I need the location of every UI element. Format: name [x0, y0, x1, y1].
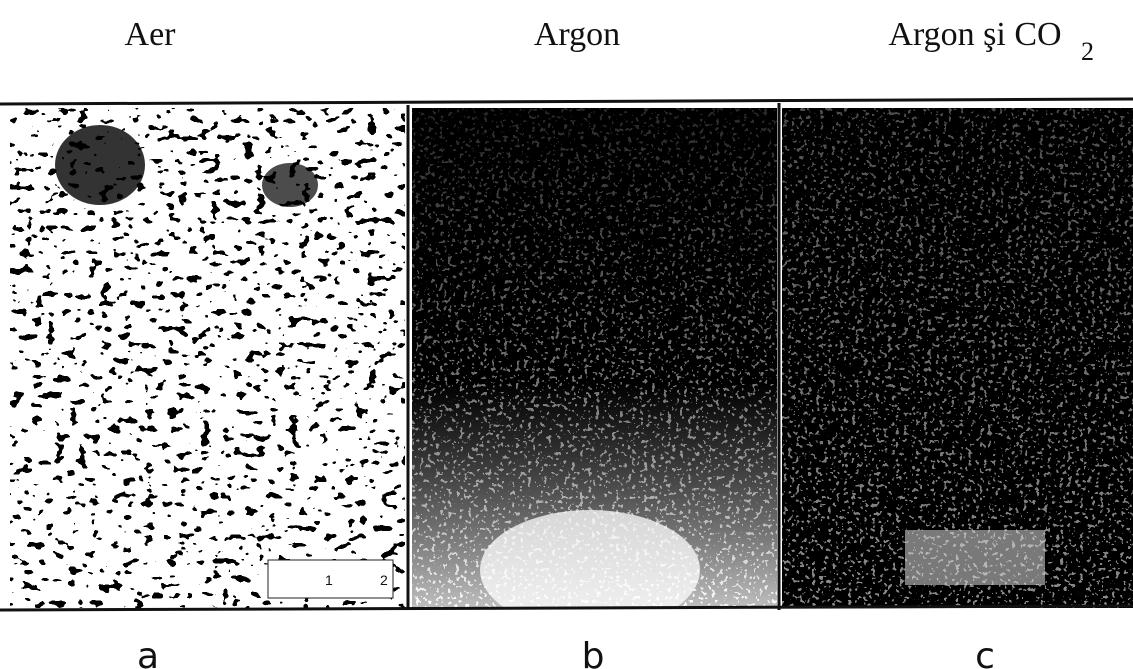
- light-area: [480, 510, 700, 630]
- panel-title: Aer: [125, 16, 177, 53]
- panel-title: Argon şi CO: [888, 16, 1061, 53]
- scale-bar: [267, 559, 394, 599]
- frame-top: [0, 97, 1133, 106]
- frame-bottom: [0, 604, 1133, 612]
- panel-title: Argon: [534, 16, 620, 53]
- panel-label: b: [582, 636, 605, 669]
- dark-spot: [55, 125, 145, 205]
- micrograph-c-shade: [782, 108, 1133, 608]
- scale-bar: [905, 530, 1045, 585]
- scale-label: 1: [325, 572, 333, 588]
- dark-spot: [262, 163, 318, 207]
- panel-title-subscript: 2: [1081, 37, 1094, 66]
- panel-label: a: [137, 636, 159, 669]
- scale-label: 2: [380, 572, 388, 588]
- panel-label: c: [975, 636, 995, 669]
